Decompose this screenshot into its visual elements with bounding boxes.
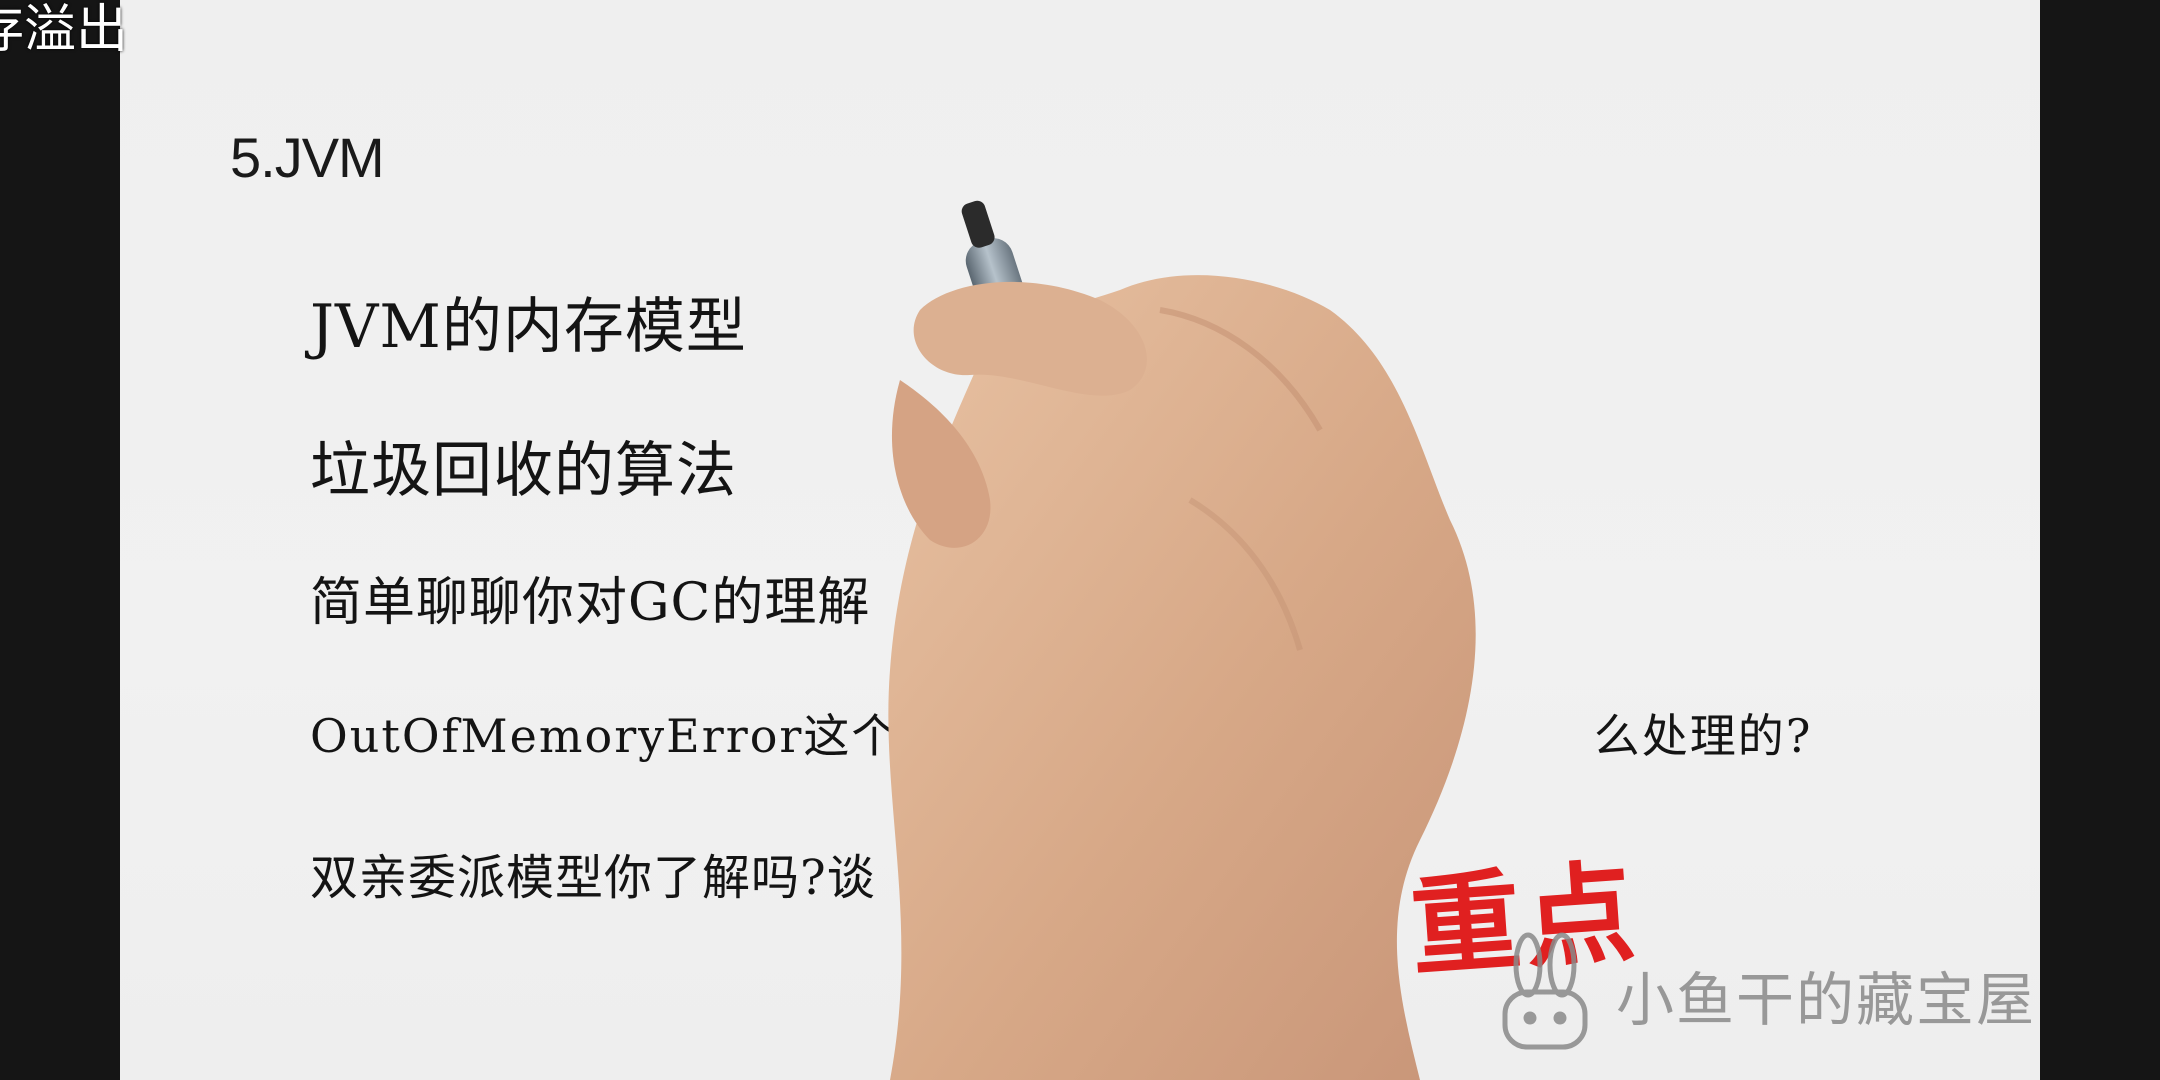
rabbit-icon [1502, 932, 1588, 1050]
danmaku-comment: 存溢出 [0, 0, 129, 60]
topic-gc-algorithms: 垃圾回收的算法 [310, 436, 737, 506]
topic-oom-error: OutOfMemoryError这个错误 么处理的? [310, 709, 1813, 763]
drawing-hand-image [888, 200, 1476, 1080]
topic-parent-delegation: 双亲委派模型你了解吗?谈 [310, 850, 876, 906]
video-frame[interactable]: 5.JVM JVM的内存模型 垃圾回收的算法 简单聊聊你对GC的理解 OutOf… [120, 0, 2040, 1080]
letterbox-left [0, 0, 120, 1080]
watermark-text: 小鱼干的藏宝屋 [1616, 966, 2037, 1034]
topic-gc-understanding: 简单聊聊你对GC的理解 [310, 573, 871, 633]
section-title: 5.JVM [230, 126, 385, 189]
letterbox-right [2040, 0, 2160, 1080]
channel-watermark: 小鱼干的藏宝屋 [1490, 930, 2036, 1060]
topic-jvm-memory-model: JVM的内存模型 [310, 292, 747, 362]
